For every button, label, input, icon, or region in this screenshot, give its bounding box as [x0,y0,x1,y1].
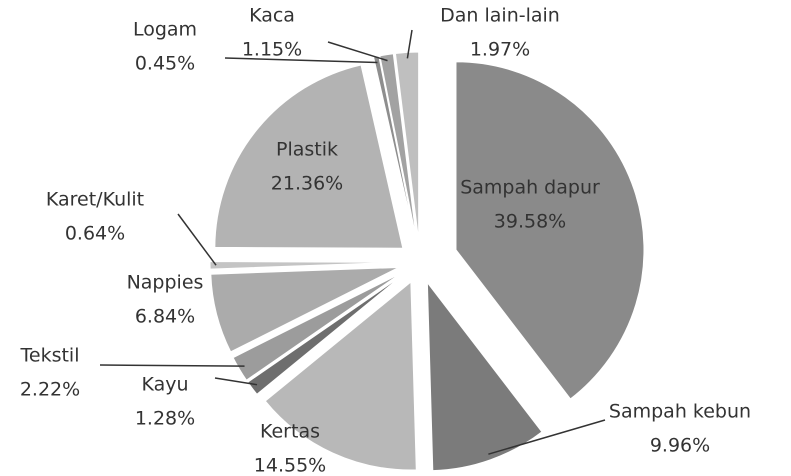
slice-value: 2.22% [20,379,80,401]
pie-slice [426,281,543,472]
leader-line [488,419,606,455]
leader-line [214,377,258,386]
slice-value: 0.45% [135,53,195,75]
slice-label: Logam [133,19,197,41]
slice-label: Kertas [260,421,320,443]
leader-line [177,213,217,266]
slice-label: Nappies [127,272,204,294]
slice-value: 21.36% [271,173,343,195]
slice-label: Dan lain-lain [440,5,560,27]
slice-value: 1.97% [470,39,530,61]
pie-slice [247,274,403,395]
pie-slice [210,266,399,353]
pie-slice [394,51,420,241]
slice-value: 39.58% [494,211,566,233]
pie-slice [214,64,404,249]
slice-value: 14.55% [254,455,326,476]
leader-line [327,41,388,62]
slice-value: 0.64% [65,223,125,245]
slice-label: Sampah dapur [460,177,600,199]
slice-label: Kaca [249,5,295,27]
pie-slice [379,53,417,241]
pie-slice [264,280,417,471]
leader-line [406,29,413,59]
slice-label: Tekstil [20,345,80,367]
pie-slice [232,272,402,381]
slice-value: 9.96% [650,435,710,457]
slice-label: Kayu [141,374,188,396]
leader-line [224,57,378,64]
slice-label: Sampah kebun [609,401,751,423]
slice-label: Plastik [276,139,338,161]
pie-slice [455,61,645,400]
slice-value: 1.28% [135,408,195,430]
slice-label: Karet/Kulit [46,189,144,211]
leader-line [99,364,245,367]
slice-value: 1.15% [242,39,302,61]
pie-slice [209,261,399,270]
slice-value: 6.84% [135,306,195,328]
